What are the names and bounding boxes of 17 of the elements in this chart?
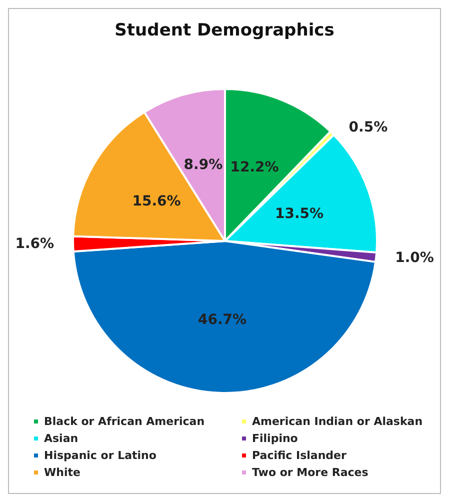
chart-title: Student Demographics: [114, 20, 334, 40]
data-label: 1.0%: [395, 250, 434, 266]
legend-label: Filipino: [252, 432, 298, 445]
legend-label: Two or More Races: [252, 466, 369, 479]
data-label: 13.5%: [274, 206, 324, 222]
legend-label: American Indian or Alaskan: [252, 415, 423, 428]
data-label: 1.6%: [15, 236, 54, 252]
legend-label: Asian: [44, 432, 78, 445]
data-label: 0.5%: [348, 120, 388, 136]
legend-label: Black or African American: [44, 415, 205, 428]
legend-label: Pacific Islander: [252, 449, 347, 462]
data-label: 46.7%: [198, 312, 247, 328]
legend-label: White: [44, 466, 80, 479]
data-label: 8.9%: [184, 157, 223, 174]
legend-label: Hispanic or Latino: [44, 449, 157, 462]
data-label: 12.2%: [230, 160, 279, 176]
data-label: 15.6%: [132, 194, 181, 210]
